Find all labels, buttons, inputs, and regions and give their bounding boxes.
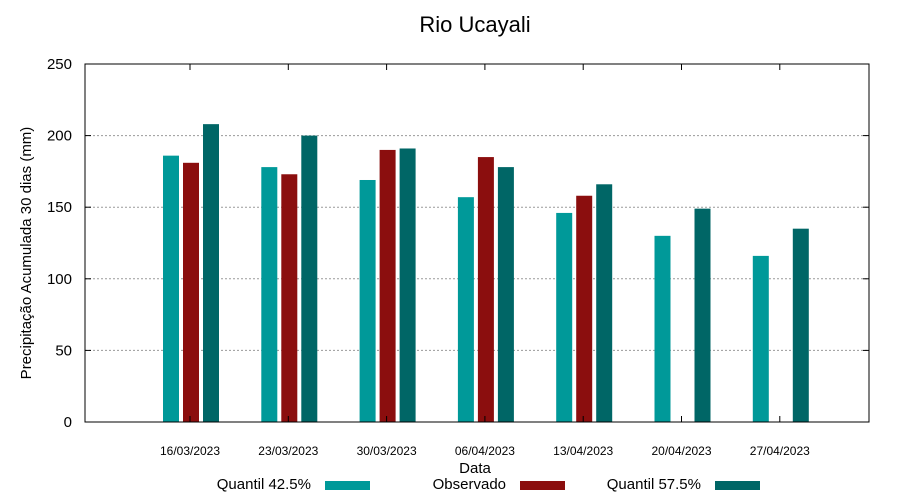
legend-label: Quantil 57.5% [607, 476, 701, 493]
bar-quantil-42-5-5 [654, 235, 671, 422]
legend-swatch [520, 481, 565, 490]
bar-quantil-42-5-6 [752, 255, 769, 422]
plot-frame [84, 63, 870, 423]
legend-swatch [325, 481, 370, 490]
bar-quantil-42-5-1 [261, 167, 278, 422]
y-tick-label: 150 [47, 199, 72, 216]
x-tick-label: 16/03/2023 [160, 444, 220, 458]
x-axis-ticks: 16/03/2023 23/03/2023 30/03/2023 06/04/2023… [160, 64, 810, 458]
bars [163, 124, 809, 423]
bar-observado-3 [477, 157, 494, 422]
y-tick-label: 0 [64, 414, 72, 431]
bar-observado-2 [379, 149, 396, 423]
bar-observado-0 [183, 162, 199, 423]
legend-item: Quantil 57.5% [607, 476, 760, 493]
bar-quantil-42-5-3 [457, 197, 474, 422]
bar-quantil-57-5-4 [596, 184, 613, 422]
bar-quantil-42-5-4 [556, 212, 573, 422]
legend-item: Quantil 42.5% [217, 476, 370, 493]
x-tick-label: 23/03/2023 [258, 444, 318, 458]
x-tick-label: 20/04/2023 [651, 444, 711, 458]
y-tick-label: 200 [47, 128, 72, 145]
x-tick-label: 06/04/2023 [455, 444, 515, 458]
legend-label: Observado [433, 476, 506, 493]
x-tick-label: 30/03/2023 [357, 444, 417, 458]
x-tick-label: 27/04/2023 [750, 444, 810, 458]
bar-quantil-57-5-2 [399, 148, 416, 422]
bar-quantil-57-5-0 [203, 124, 219, 423]
bar-quantil-42-5-2 [359, 179, 376, 422]
x-axis-label: Data [459, 460, 491, 477]
legend: Quantil 42.5% Observado Quantil 57.5% [217, 476, 760, 493]
y-axis-ticks: 0 50 100 150 200 250 [47, 56, 869, 431]
chart-title: Rio Ucayali [419, 12, 530, 37]
bar-quantil-57-5-6 [792, 228, 809, 422]
x-tick-label: 13/04/2023 [553, 444, 613, 458]
bar-quantil-57-5-3 [497, 167, 514, 422]
y-tick-label: 50 [55, 342, 72, 359]
legend-swatch [715, 481, 760, 490]
y-tick-label: 250 [47, 56, 72, 73]
bar-quantil-42-5-0 [163, 155, 179, 422]
bar-quantil-57-5-5 [694, 208, 711, 422]
bar-quantil-57-5-1 [301, 135, 318, 422]
grid-lines [85, 135, 869, 351]
bar-observado-1 [281, 174, 298, 422]
y-tick-label: 100 [47, 271, 72, 288]
legend-item: Observado [433, 476, 565, 493]
legend-label: Quantil 42.5% [217, 476, 311, 493]
y-axis-label: Precipitação Acumulada 30 dias (mm) [18, 127, 35, 380]
bar-observado-4 [576, 195, 593, 422]
